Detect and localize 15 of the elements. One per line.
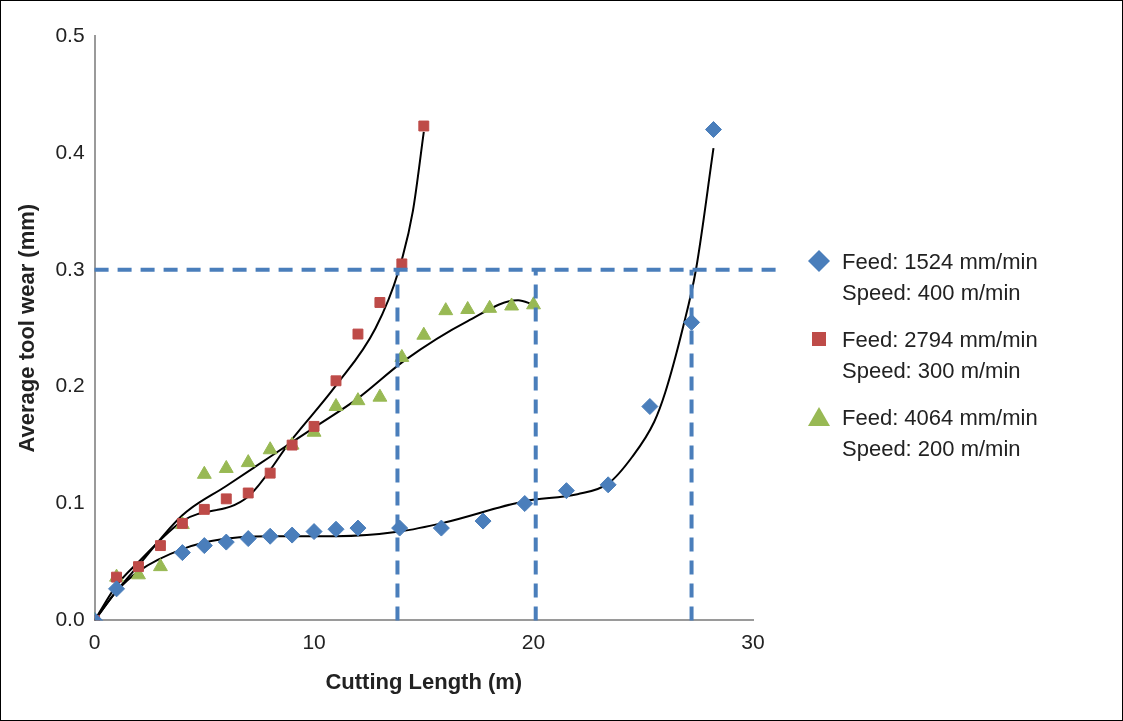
legend-label: Feed: 1524 mm/min Speed: 400 m/min <box>842 248 1038 307</box>
x-axis-title: Cutting Length (m) <box>325 668 523 694</box>
x-tick-label: 0 <box>88 629 101 653</box>
legend-label: Feed: 2794 mm/min Speed: 300 m/min <box>842 326 1038 385</box>
y-tick-label: 0.0 <box>55 607 85 631</box>
x-tick-label: 20 <box>521 629 546 653</box>
y-axis-title: Average tool wear (mm) <box>14 203 40 453</box>
y-tick-label: 0.1 <box>55 490 85 514</box>
x-tick-label: 10 <box>302 629 326 653</box>
y-tick-label: 0.2 <box>55 373 85 397</box>
x-tick-label: 30 <box>741 629 765 653</box>
y-tick-label: 0.5 <box>55 22 85 46</box>
y-tick-label: 0.4 <box>55 139 85 163</box>
y-tick-label: 0.3 <box>55 256 85 280</box>
legend-label: Feed: 4064 mm/min Speed: 200 m/min <box>842 404 1038 463</box>
